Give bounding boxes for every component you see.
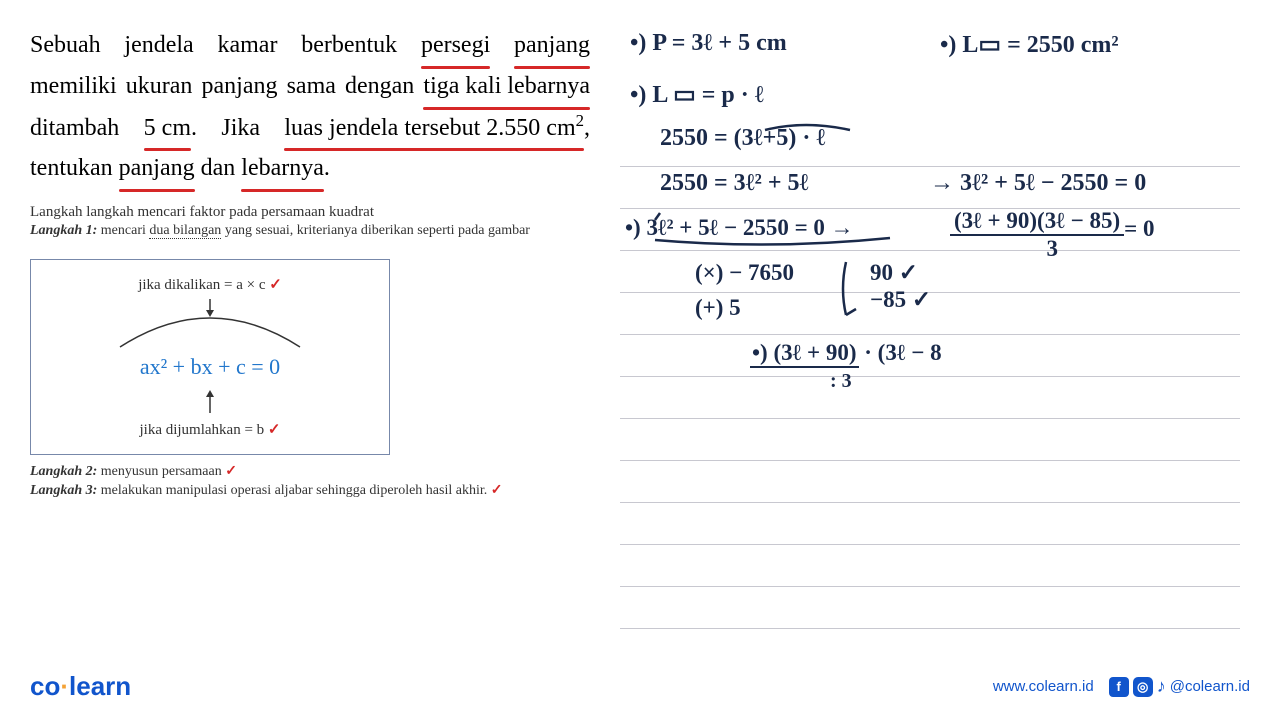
text: melakukan manipulasi operasi aljabar seh…	[97, 483, 487, 498]
text: memiliki ukuran panjang sama dengan	[30, 73, 423, 99]
text: dan	[195, 155, 242, 181]
diagram-bot-label: jika dijumlahkan = b ✓	[71, 420, 349, 439]
underline-svg	[640, 205, 900, 250]
instagram-icon: ◎	[1133, 677, 1153, 697]
logo-learn: learn	[69, 671, 131, 701]
bracket-svg	[755, 120, 865, 160]
step-label: Langkah 2:	[30, 464, 97, 479]
hw-line: •) L▭ = 2550 cm²	[940, 30, 1119, 59]
quadratic-formula: ax² + bx + c = 0	[71, 354, 349, 380]
text: yang sesuai, kriterianya diberikan seper…	[221, 223, 530, 238]
social-icons: f ◎ ♪ @colearn.id	[1109, 676, 1250, 697]
hw-line: → 3ℓ² + 5ℓ − 2550 = 0	[930, 170, 1146, 197]
logo-dot: ·	[60, 671, 69, 701]
left-panel: Sebuah jendela kamar berbentuk persegi p…	[30, 25, 590, 499]
text: . Jika	[191, 115, 284, 141]
hw-line: (×) − 7650	[695, 260, 794, 286]
arc-svg	[100, 299, 320, 349]
brace-svg	[838, 257, 868, 322]
diagram-top-label: jika dikalikan = a × c ✓	[71, 275, 349, 294]
logo-co: co	[30, 671, 60, 701]
hw-line: 90 ✓	[870, 260, 918, 286]
arrow-up-svg	[100, 385, 320, 415]
logo: co·learn	[30, 671, 131, 702]
problem-text: Sebuah jendela kamar berbentuk persegi p…	[30, 25, 590, 189]
step-2: Langkah 2: menyusun persamaan ✓	[30, 463, 590, 480]
hw-fraction: (3ℓ + 90)(3ℓ − 85)= 0 3	[950, 208, 1154, 262]
footer-right: www.colearn.id f ◎ ♪ @colearn.id	[993, 676, 1250, 697]
step-1: Langkah 1: mencari dua bilangan yang ses…	[30, 223, 590, 239]
diagram-box: jika dikalikan = a × c ✓ ax² + bx + c = …	[30, 259, 390, 455]
notebook-lines	[620, 125, 1240, 629]
facebook-icon: f	[1109, 677, 1129, 697]
hw-line: •) P = 3ℓ + 5 cm	[630, 30, 787, 57]
underlined-word: panjang	[119, 148, 195, 189]
footer-handle: @colearn.id	[1170, 678, 1250, 695]
underlined-word: lebarnya	[241, 148, 324, 189]
check-icon: ✓	[225, 464, 237, 479]
step-3: Langkah 3: melakukan manipulasi operasi …	[30, 482, 590, 499]
steps-heading: Langkah langkah mencari faktor pada pers…	[30, 204, 590, 221]
footer: co·learn www.colearn.id f ◎ ♪ @colearn.i…	[30, 671, 1250, 702]
hw-line: 2550 = 3ℓ² + 5ℓ	[660, 170, 809, 197]
hw-line: •) L ▭ = p · ℓ	[630, 80, 764, 109]
check-icon: ✓	[491, 483, 503, 498]
tiktok-icon: ♪	[1157, 676, 1166, 697]
text: .	[324, 155, 330, 181]
underlined-word: tiga kali lebarnya	[423, 66, 590, 107]
underlined-word: 5 cm	[144, 108, 191, 149]
footer-url: www.colearn.id	[993, 678, 1094, 695]
step-label: Langkah 3:	[30, 483, 97, 498]
underlined-word: luas jendela tersebut 2.550 cm2	[284, 107, 584, 149]
step-label: Langkah 1:	[30, 223, 97, 238]
hw-line: •) (3ℓ + 90) · (3ℓ − 8	[750, 340, 942, 368]
underlined-word: persegi	[421, 25, 490, 66]
text: menyusun persamaan	[97, 464, 221, 479]
text: ditambah	[30, 115, 144, 141]
check-icon: ✓	[269, 277, 282, 293]
check-icon: ✓	[268, 422, 281, 438]
hw-line: −85 ✓	[870, 287, 931, 313]
dotted-word: dua bilangan	[149, 223, 221, 239]
text: Sebuah jendela kamar berbentuk	[30, 32, 421, 58]
text: mencari	[97, 223, 149, 238]
hw-line: (+) 5	[695, 295, 741, 321]
underlined-word: panjang	[514, 25, 590, 66]
hw-line: : 3	[830, 370, 852, 393]
